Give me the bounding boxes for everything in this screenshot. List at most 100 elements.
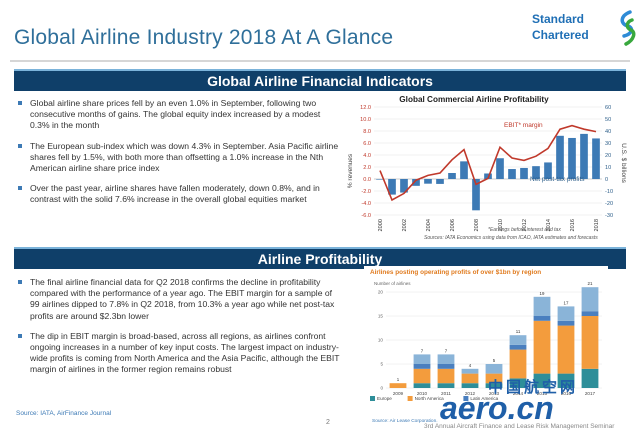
chart1-note-1: *Earnings before interest and tax — [488, 227, 561, 233]
x-tick-label: 2010 — [498, 219, 504, 231]
stacked-bar-segment — [557, 373, 575, 388]
stacked-bar-segment — [509, 378, 527, 388]
stacked-bar-segment — [461, 373, 479, 384]
right-tick-label: 30 — [605, 141, 611, 147]
y-tick-label: 0 — [380, 386, 383, 391]
legend-swatch — [463, 396, 469, 401]
watermark-logo-text: aero.cn — [440, 390, 554, 426]
left-tick-label: -2.0 — [361, 189, 371, 195]
left-tick-label: 4.0 — [363, 153, 371, 159]
right-tick-label: 40 — [605, 129, 611, 135]
stacked-bar-segment — [533, 320, 551, 374]
right-tick-label: 20 — [605, 153, 611, 159]
chart1-left-axis-ticks: 12.0 10.0 8.0 6.0 4.0 2.0 0.0 -2.0 -4.0 -6.0 — [360, 105, 371, 219]
stacked-bar-segment — [485, 373, 503, 384]
profit-bar — [460, 161, 468, 179]
total-label: 7 — [421, 348, 424, 353]
left-tick-label: 10.0 — [360, 117, 371, 123]
chart2-legend: Europe North America Latin America — [370, 396, 499, 401]
profit-bar — [412, 179, 420, 186]
chart1-x-axis-ticks: 2000 2002 2004 2006 2008 2010 2012 2014 2016 2018 — [378, 219, 600, 231]
stacked-bar-segment — [461, 383, 479, 388]
net-profits-label: Net post-tax profits — [530, 176, 585, 183]
stacked-bar-segment — [581, 287, 599, 312]
legend-label: Europe — [377, 396, 392, 401]
bullet-item: The dip in EBIT margin is broad-based, a… — [16, 331, 340, 376]
stacked-bar-segment — [461, 368, 479, 374]
profit-bar — [496, 158, 504, 179]
stacked-bar-segment — [509, 335, 527, 345]
stacked-bar-segment — [413, 383, 431, 388]
regional-profits-chart: Airlines posting operating profits of ov… — [364, 266, 608, 426]
stacked-bar-segment — [413, 364, 431, 369]
x-tick-label: 2015 — [537, 391, 548, 396]
total-label: 4 — [469, 363, 472, 368]
chart2-source: Source: Air Lease Corporation. — [372, 418, 438, 424]
profit-bar — [520, 167, 528, 179]
total-label: 7 — [445, 348, 448, 353]
x-tick-label: 2004 — [426, 219, 432, 231]
stacked-bar-segment — [533, 373, 551, 388]
profit-bar — [508, 169, 516, 179]
profit-bar — [424, 179, 432, 184]
x-tick-label: 2018 — [594, 219, 600, 231]
left-tick-label: 6.0 — [363, 141, 371, 147]
x-tick-label: 2012 — [522, 219, 528, 231]
x-tick-label: 2008 — [474, 219, 480, 231]
page-number: 2 — [326, 419, 330, 426]
x-tick-label: 2017 — [585, 391, 596, 396]
right-tick-label: 10 — [605, 165, 611, 171]
stacked-bar-segment — [533, 316, 551, 321]
x-tick-label: 2006 — [450, 219, 456, 231]
right-tick-label: 60 — [605, 105, 611, 111]
chart1-note-2: Sources: IATA Economics using data from … — [424, 235, 598, 241]
x-tick-label: 2010 — [417, 391, 428, 396]
x-tick-label: 2000 — [378, 219, 384, 231]
financial-indicators-list: Global airline share prices fell by an e… — [16, 98, 340, 215]
left-tick-label: 2.0 — [363, 165, 371, 171]
chart2-bars — [389, 287, 599, 388]
y-tick-label: 5 — [380, 362, 383, 367]
right-tick-label: 50 — [605, 117, 611, 123]
legend-swatch — [407, 396, 413, 401]
total-label: 5 — [493, 358, 496, 363]
profitability-chart: Global Commercial Airline Profitability … — [347, 95, 627, 241]
section-header-financial-indicators: Global Airline Financial Indicators — [14, 69, 626, 91]
legend-label: North America — [415, 396, 445, 401]
stacked-bar-segment — [557, 325, 575, 374]
total-label: 19 — [540, 291, 545, 296]
bullet-item: Global airline share prices fell by an e… — [16, 98, 340, 132]
total-label: 21 — [588, 281, 593, 286]
chart1-gridlines — [374, 106, 602, 216]
x-tick-label: 2014 — [513, 391, 524, 396]
stacked-bar-segment — [485, 364, 503, 374]
profit-bar — [532, 166, 540, 179]
aero-cn-watermark: 中国航空网 aero.cn — [440, 376, 638, 426]
profit-bar — [568, 137, 576, 179]
profit-bar — [376, 179, 384, 180]
bullet-item: Over the past year, airline shares have … — [16, 183, 340, 205]
seminar-footer: 3rd Annual Aircraft Finance and Lease Ri… — [424, 423, 615, 430]
x-tick-label: 2011 — [441, 391, 451, 396]
stacked-bar-segment — [557, 306, 575, 321]
profit-bar — [448, 173, 456, 179]
x-tick-label: 2016 — [570, 219, 576, 231]
y-tick-label: 15 — [378, 314, 384, 319]
left-tick-label: 0.0 — [363, 177, 371, 183]
chart2-ylabel: Number of airlines — [374, 281, 411, 286]
airline-profitability-list: The final airline financial data for Q2 … — [16, 277, 340, 385]
x-tick-label: 2009 — [393, 391, 404, 396]
stacked-bar-segment — [413, 354, 431, 364]
left-tick-label: 12.0 — [360, 105, 371, 111]
profit-bar — [592, 138, 600, 179]
stacked-bar-segment — [437, 364, 455, 369]
page-title: Global Airline Industry 2018 At A Glance — [14, 26, 394, 49]
stacked-bar-segment — [437, 383, 455, 388]
stacked-bar-segment — [581, 311, 599, 316]
bullet-item: The European sub-index which was down 4.… — [16, 141, 340, 175]
profit-bar — [436, 179, 444, 184]
left-tick-label: 8.0 — [363, 129, 371, 135]
legend-swatch — [370, 396, 375, 401]
stacked-bar-segment — [509, 344, 527, 350]
